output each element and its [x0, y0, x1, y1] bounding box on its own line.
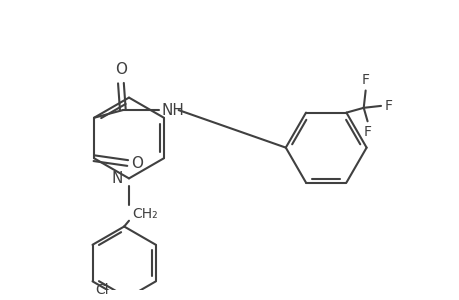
- Text: NH: NH: [161, 103, 184, 118]
- Text: F: F: [363, 125, 371, 139]
- Text: O: O: [115, 62, 127, 77]
- Text: F: F: [384, 99, 392, 113]
- Text: F: F: [361, 73, 369, 87]
- Text: N: N: [112, 171, 123, 186]
- Text: CH₂: CH₂: [132, 207, 157, 221]
- Text: O: O: [131, 155, 143, 170]
- Text: Cl: Cl: [95, 283, 109, 297]
